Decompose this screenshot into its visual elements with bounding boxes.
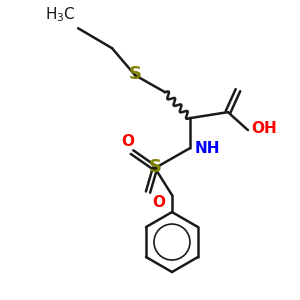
Text: O: O (122, 134, 134, 149)
Text: S: S (128, 65, 142, 83)
Text: NH: NH (195, 141, 220, 156)
Text: H$_3$C: H$_3$C (45, 5, 76, 24)
Text: O: O (152, 195, 165, 210)
Text: S: S (148, 158, 161, 176)
Text: OH: OH (251, 121, 277, 136)
